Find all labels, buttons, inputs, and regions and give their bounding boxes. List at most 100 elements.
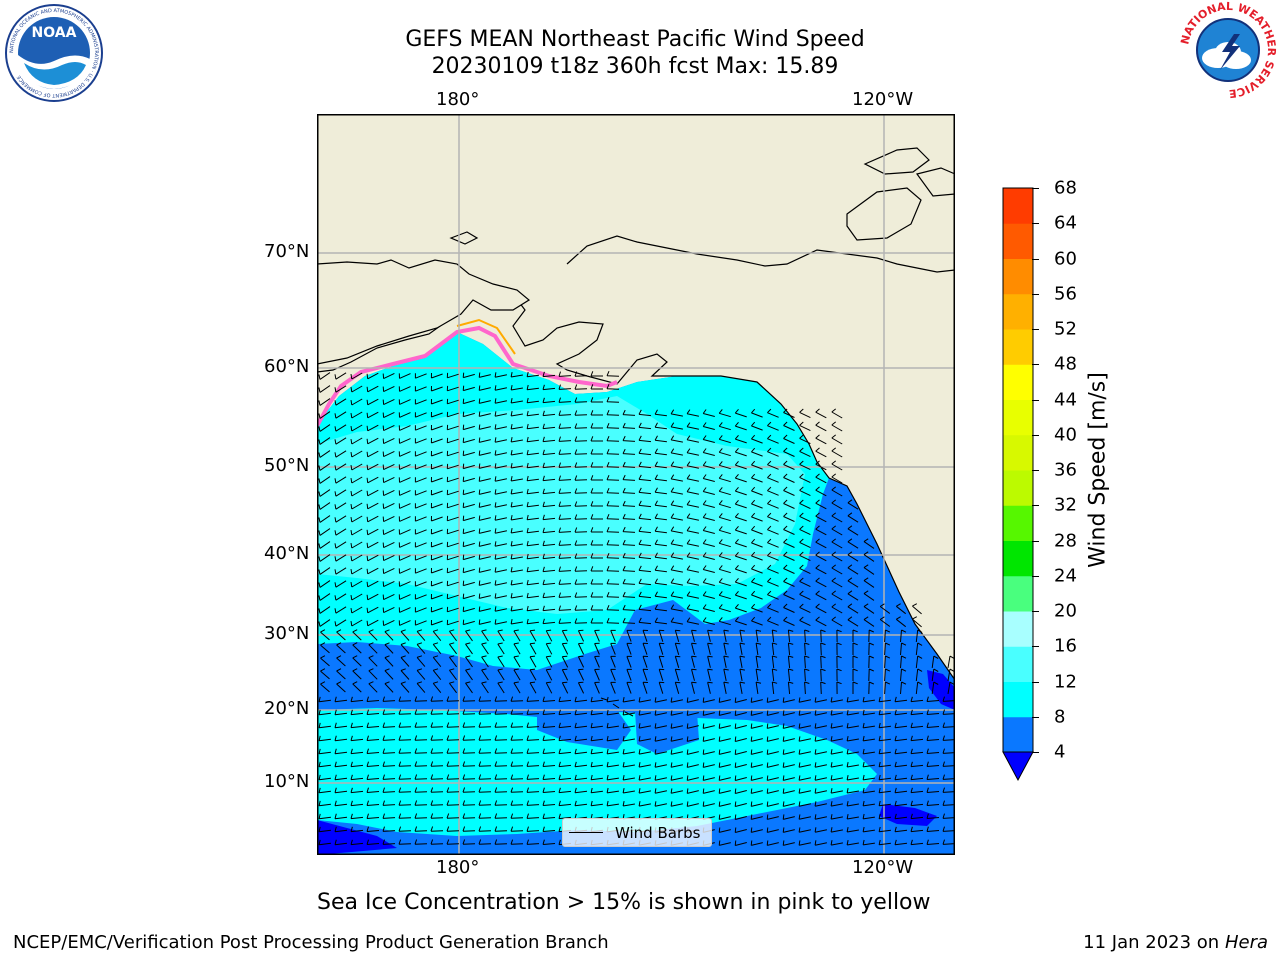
- wind-barb: [414, 399, 427, 405]
- colorbar-segment: [1003, 258, 1033, 295]
- wind-barb: [526, 384, 539, 391]
- wind-barb: [658, 629, 665, 642]
- wind-barb: [814, 710, 827, 716]
- wind-barb: [606, 449, 620, 455]
- wind-barb: [942, 709, 955, 715]
- wind-barb: [542, 384, 556, 391]
- wind-barb: [767, 512, 779, 522]
- wind-barb: [942, 839, 955, 845]
- wind-barb: [318, 580, 331, 588]
- wind-barb: [414, 607, 427, 613]
- wind-barb: [836, 655, 842, 669]
- wind-barb: [638, 513, 652, 521]
- wind-barb: [334, 606, 347, 614]
- wind-barb: [350, 800, 364, 807]
- wind-barb: [526, 826, 540, 832]
- wind-barb: [915, 629, 923, 643]
- wind-barb: [702, 762, 715, 768]
- wind-barb: [542, 813, 556, 819]
- wind-barb: [446, 385, 459, 392]
- wind-barb: [334, 787, 348, 794]
- colorbar-segment: [1003, 575, 1033, 612]
- wind-barb: [638, 762, 651, 768]
- wind-barb: [529, 668, 537, 681]
- wind-barb: [868, 655, 874, 669]
- wind-barb: [414, 748, 428, 754]
- wind-barb: [836, 681, 842, 695]
- colorbar-tick-mark: [1032, 293, 1039, 295]
- wind-barb: [787, 629, 794, 643]
- wind-barb: [590, 566, 603, 572]
- wind-barb: [446, 619, 459, 626]
- wind-barb: [478, 515, 491, 521]
- wind-barb: [574, 553, 588, 559]
- wind-barb: [739, 629, 745, 642]
- wind-barb: [734, 460, 747, 470]
- wind-barb: [814, 736, 827, 742]
- wind-barb: [942, 800, 955, 806]
- wind-barb: [926, 709, 940, 715]
- wind-barb: [702, 775, 715, 781]
- legend-label: Wind Barbs: [615, 823, 701, 842]
- wind-barb: [815, 590, 827, 601]
- wind-barb: [755, 642, 762, 655]
- wind-barb: [707, 642, 713, 655]
- wind-barb: [674, 655, 681, 668]
- wind-barb: [526, 540, 539, 547]
- wind-barb: [478, 450, 491, 456]
- wind-barb: [799, 512, 811, 523]
- wind-barb: [334, 528, 347, 536]
- wind-barb: [767, 473, 779, 483]
- wind-barb: [702, 526, 715, 534]
- wind-barb: [446, 580, 459, 587]
- wind-barb: [718, 723, 731, 729]
- ocean-high-wind-region: [317, 396, 805, 614]
- wind-barb: [750, 840, 763, 846]
- colorbar-tick-label: 44: [1054, 389, 1077, 410]
- wind-barb: [767, 499, 779, 509]
- wind-barb: [494, 593, 507, 599]
- wind-barb: [481, 655, 489, 668]
- wind-barb: [846, 775, 859, 781]
- wind-barb: [366, 424, 379, 432]
- wind-barb: [686, 448, 700, 456]
- wind-barb: [830, 827, 843, 833]
- wind-barb: [318, 839, 331, 846]
- wind-barb: [414, 826, 428, 832]
- wind-barb: [382, 813, 396, 819]
- wind-barb: [847, 499, 859, 510]
- wind-barb: [320, 668, 330, 680]
- colorbar-segment: [1003, 364, 1033, 400]
- wind-barb: [398, 813, 412, 819]
- footer-date-text: 11 Jan 2023 on: [1083, 932, 1225, 953]
- wind-barb: [558, 800, 572, 807]
- wind-barb: [462, 411, 475, 418]
- wind-barb: [783, 447, 795, 457]
- wind-barb: [382, 385, 395, 393]
- wind-barb: [334, 385, 347, 393]
- wind-barb: [414, 839, 428, 845]
- wind-barb: [478, 839, 492, 845]
- wind-barb: [366, 761, 380, 767]
- wind-barb: [610, 681, 616, 694]
- wind-barb: [638, 539, 652, 547]
- wind-barb: [320, 642, 330, 654]
- wind-barb: [510, 619, 523, 625]
- wind-barb: [414, 425, 427, 431]
- wind-barb: [590, 787, 603, 794]
- wind-barb: [558, 605, 572, 611]
- wind-barb: [622, 591, 636, 598]
- wind-barb: [481, 642, 489, 655]
- wind-barb: [863, 551, 875, 562]
- wind-barb: [384, 655, 394, 667]
- wind-barb: [545, 642, 553, 655]
- wind-barb: [926, 761, 940, 767]
- wind-barb: [686, 604, 700, 612]
- colorbar-tick-mark: [1032, 434, 1039, 436]
- wind-barb: [702, 565, 715, 573]
- wind-barb: [606, 462, 620, 468]
- wind-barb: [494, 502, 507, 508]
- wind-barb: [910, 735, 924, 742]
- wind-barb: [815, 486, 827, 497]
- wind-barb: [542, 774, 556, 780]
